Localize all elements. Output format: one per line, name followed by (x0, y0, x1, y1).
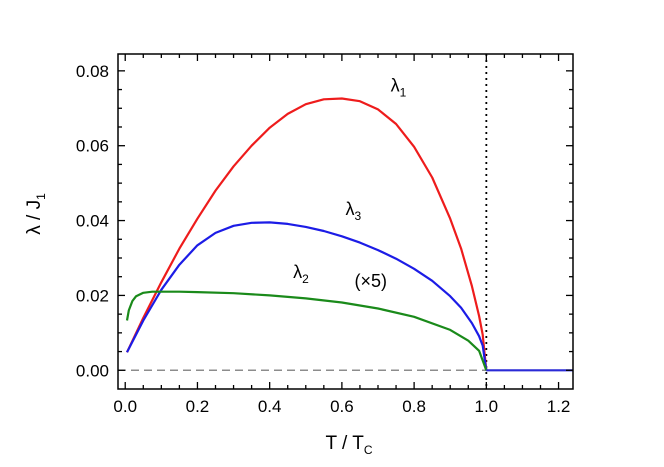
tick-labels: 0.0 0.2 0.4 0.6 0.8 1.0 1.2 0.00 0.02 0.04 0.06 0.0… (76, 62, 570, 416)
y-axis-label: λ / J1 (24, 193, 48, 235)
scale-annotation: (×5) (355, 271, 388, 291)
x-tick-label: 1.0 (475, 397, 499, 416)
y-tick-label: 0.04 (76, 212, 109, 231)
y-tick-label: 0.08 (76, 62, 109, 81)
y-tick-label: 0.02 (76, 286, 109, 305)
x-tick-label: 0.8 (402, 397, 426, 416)
y-tick-label: 0.06 (76, 137, 109, 156)
plot-frame (117, 53, 574, 390)
series-layer (125, 97, 573, 372)
series-lambda-2-line (125, 290, 488, 371)
x-tick-label: 0.4 (258, 397, 282, 416)
reference-lines (118, 54, 573, 389)
x-tick-label: 0.0 (113, 397, 137, 416)
x-tick-label: 1.2 (547, 397, 571, 416)
x-axis-label: T / TC (325, 433, 372, 457)
series-label-lambda-2: λ2 (293, 262, 309, 286)
series-label-lambda-1: λ1 (391, 75, 407, 99)
series-lambda-3-line (126, 221, 488, 371)
x-tick-label: 0.6 (330, 397, 354, 416)
series-labels: λ1 λ3 λ2 (×5) (293, 75, 407, 291)
series-label-lambda-3: λ3 (346, 199, 362, 223)
series-lambda-1-line (126, 97, 488, 371)
y-tick-label: 0.00 (76, 361, 109, 380)
axis-ticks (118, 54, 573, 389)
x-tick-label: 0.2 (186, 397, 210, 416)
